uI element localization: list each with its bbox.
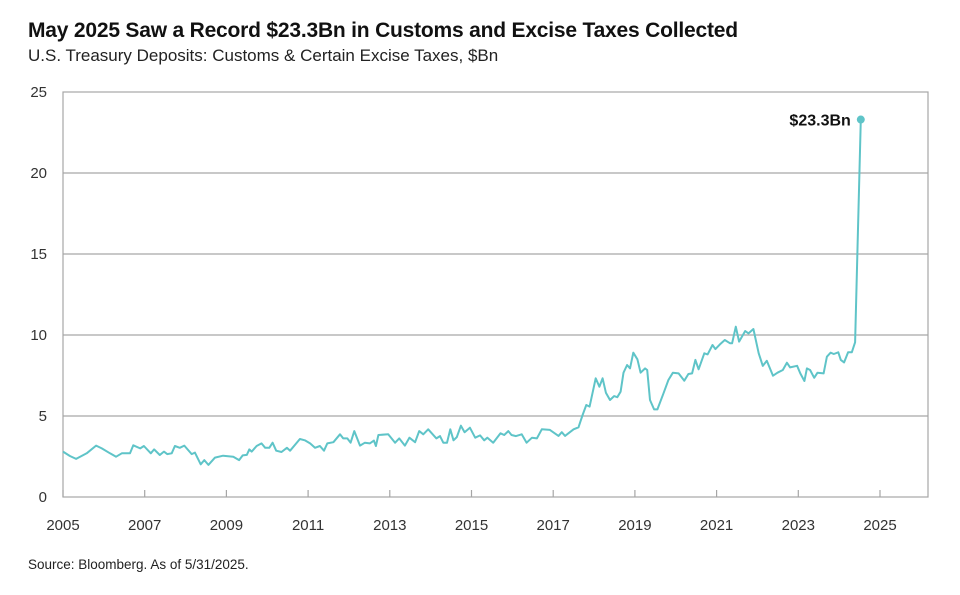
x-tick-label: 2007 <box>128 517 161 534</box>
series-line <box>62 119 862 466</box>
plot-frame <box>62 91 929 498</box>
x-tick-label: 2019 <box>618 517 651 534</box>
x-tick-label: 2021 <box>700 517 733 534</box>
y-tick-label: 20 <box>30 165 47 182</box>
x-tick-label: 2017 <box>537 517 570 534</box>
x-tick-label: 2013 <box>373 517 406 534</box>
y-tick-label: 10 <box>30 327 47 344</box>
source-note: Source: Bloomberg. As of 5/31/2025. <box>28 557 249 572</box>
gridlines <box>63 172 928 417</box>
y-tick-label: 5 <box>39 408 47 425</box>
y-tick-label: 15 <box>30 246 47 263</box>
annotation-label: $23.3Bn <box>789 113 850 130</box>
x-axis: 2005 2007 2009 2011 2013 2015 2017 2019 2021 2023… <box>46 490 897 534</box>
x-tick-label: 2009 <box>210 517 243 534</box>
x-tick-label: 2025 <box>863 517 896 534</box>
x-tick-label: 2015 <box>455 517 488 534</box>
last-point-marker <box>856 115 865 124</box>
chart-title: May 2025 Saw a Record $23.3Bn in Customs… <box>28 19 738 42</box>
x-tick-label: 2011 <box>292 517 324 534</box>
x-tick-label: 2023 <box>782 517 815 534</box>
y-axis: 0 5 10 15 20 25 <box>30 84 47 506</box>
x-tick-label: 2005 <box>46 517 79 534</box>
y-tick-label: 25 <box>30 84 47 101</box>
y-tick-label: 0 <box>39 489 47 506</box>
chart-subtitle: U.S. Treasury Deposits: Customs & Certai… <box>28 46 499 65</box>
